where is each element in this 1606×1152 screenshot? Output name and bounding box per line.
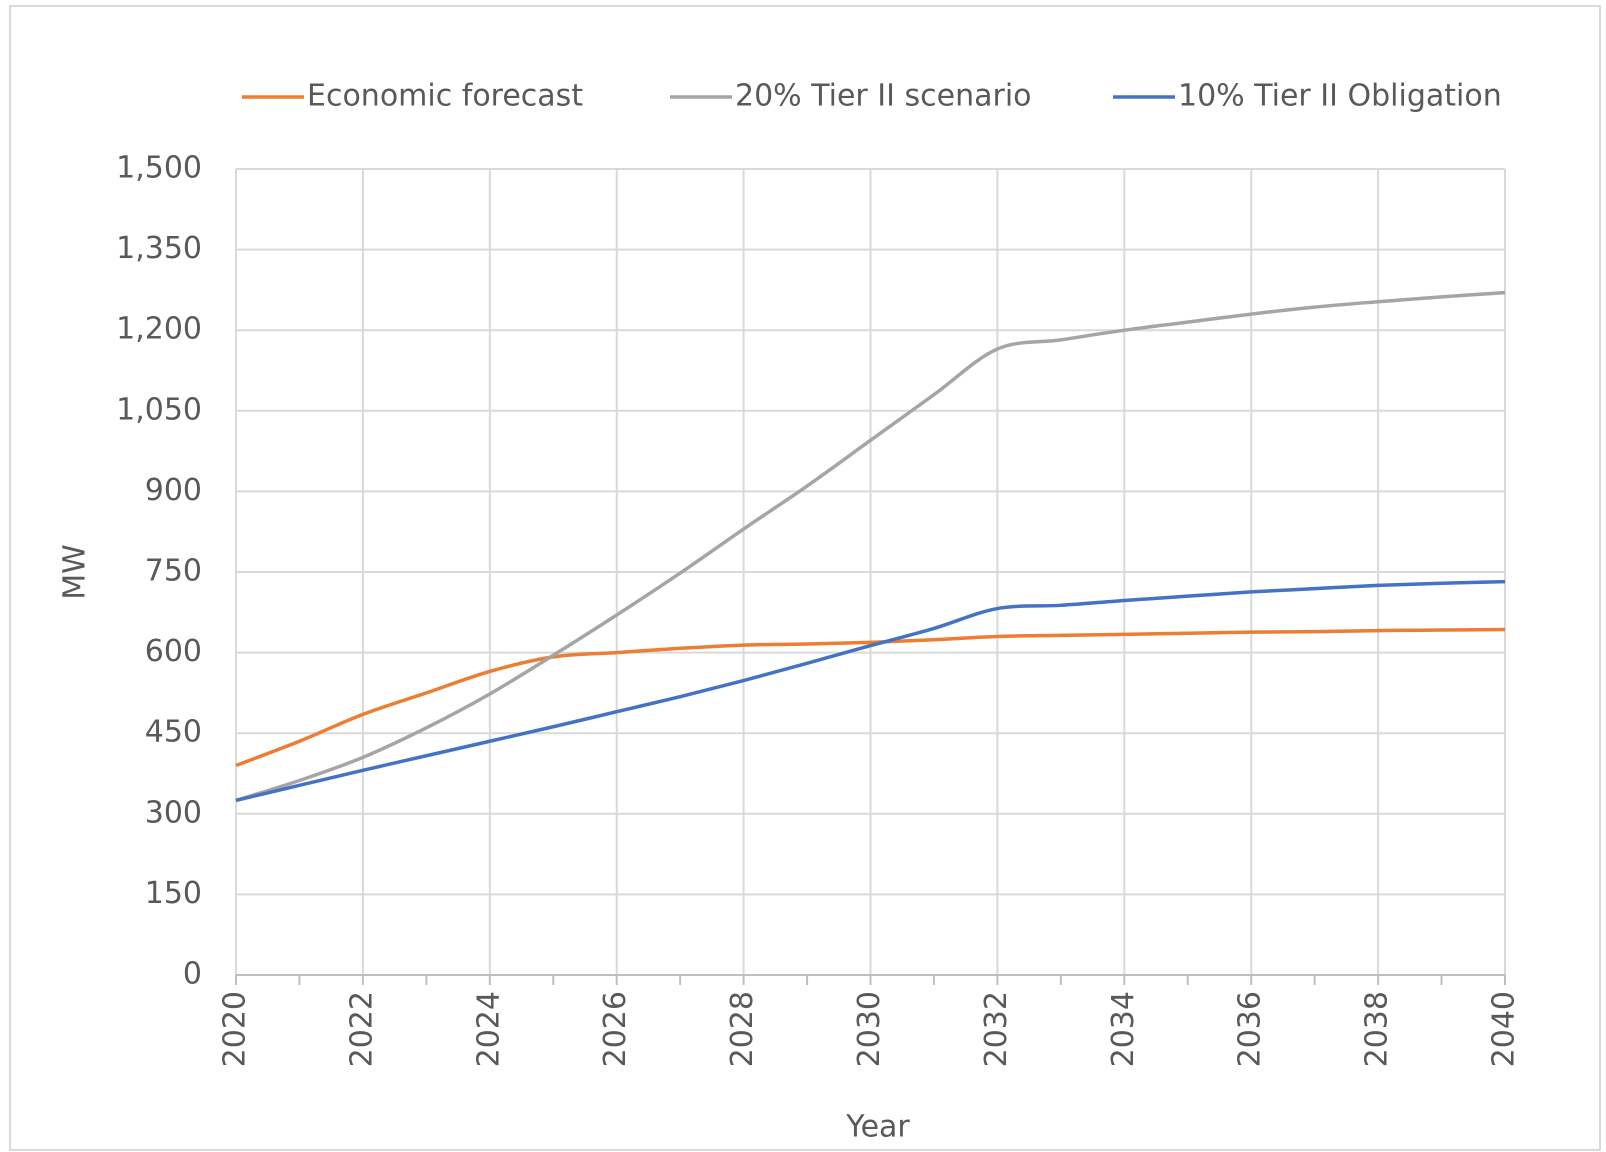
y-tick-label: 450 xyxy=(145,715,202,750)
x-tick-label: 2030 xyxy=(852,991,887,1067)
legend-label: 20% Tier II scenario xyxy=(735,79,1032,114)
y-tick-label: 1,350 xyxy=(116,231,202,266)
x-tick-label: 2028 xyxy=(725,991,760,1067)
y-tick-label: 600 xyxy=(145,634,202,669)
y-tick-label: 300 xyxy=(145,795,202,830)
x-tick-label: 2020 xyxy=(218,991,253,1067)
y-tick-label: 1,050 xyxy=(116,392,202,427)
series-line xyxy=(235,579,1506,803)
y-tick-label: 1,500 xyxy=(116,151,202,186)
x-tick-label: 2036 xyxy=(1233,991,1268,1067)
x-tick-label: 2034 xyxy=(1106,991,1141,1067)
y-axis-label: MW xyxy=(58,544,93,600)
x-tick-label: 2022 xyxy=(344,991,379,1067)
y-tick-label: 900 xyxy=(145,473,202,508)
x-tick-label: 2026 xyxy=(598,991,633,1067)
x-tick-label: 2038 xyxy=(1360,991,1395,1067)
series-line xyxy=(235,290,1506,803)
x-axis-label: Year xyxy=(845,1110,910,1145)
y-tick-label: 750 xyxy=(145,554,202,589)
x-tick-label: 2040 xyxy=(1487,991,1522,1067)
y-tick-label: 1,200 xyxy=(116,312,202,347)
legend-label: 10% Tier II Obligation xyxy=(1178,79,1502,114)
y-tick-label: 150 xyxy=(145,876,202,911)
x-tick-label: 2032 xyxy=(979,991,1014,1067)
legend-label: Economic forecast xyxy=(307,79,583,114)
y-tick-label: 0 xyxy=(183,957,202,992)
series-line xyxy=(235,627,1506,768)
chart-frame xyxy=(9,5,1601,1151)
x-tick-label: 2024 xyxy=(471,991,506,1067)
